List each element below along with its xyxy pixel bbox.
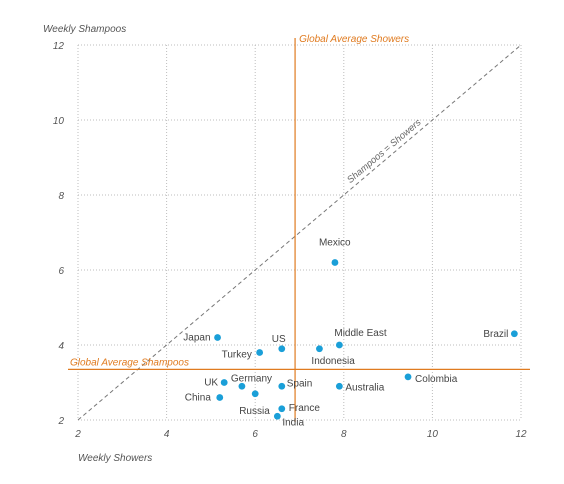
point-label: Turkey [222, 350, 252, 361]
point-label: Spain [287, 378, 313, 389]
x-tick-label: 6 [252, 429, 258, 440]
x-tick-label: 2 [74, 429, 81, 440]
point-label: Russia [239, 406, 270, 417]
point-label: Middle East [334, 328, 386, 339]
data-point-china [216, 394, 224, 401]
y-axis-title: Weekly Shampoos [43, 24, 126, 35]
data-point-us [278, 345, 286, 353]
data-point-turkey [256, 349, 264, 356]
point-label: Germany [231, 373, 272, 384]
x-tick-label: 8 [341, 429, 347, 440]
y-tick-label: 8 [58, 191, 64, 202]
y-tick-label: 6 [58, 266, 64, 277]
point-label: Brazil [483, 329, 508, 340]
point-label: Mexico [319, 238, 351, 249]
point-label: China [185, 393, 212, 404]
data-point-indonesia [316, 345, 323, 353]
data-point-japan [214, 334, 221, 341]
grid [77, 44, 522, 421]
point-label: Australia [345, 382, 384, 393]
point-label: US [272, 334, 286, 345]
data-point-colombia [404, 373, 412, 381]
data-point-australia [335, 382, 343, 390]
data-point-spain [278, 382, 286, 390]
global-average-showers-label: Global Average Showers [299, 34, 409, 45]
y-tick-label: 2 [57, 416, 64, 427]
data-point-france [278, 405, 286, 413]
data-point-middle-east [335, 341, 343, 349]
point-label: Japan [183, 333, 210, 344]
data-point-uk [220, 379, 228, 386]
data-point-russia [251, 390, 259, 398]
point-labels: Brazil Mexico Japan US Turkey Middle East Indo… [183, 238, 508, 429]
data-point-india [273, 412, 281, 420]
diagonal-reference-label: Shampoos = Showers [345, 117, 423, 186]
data-points [214, 259, 518, 420]
data-point-germany [238, 382, 246, 390]
tick-labels: 2 4 6 8 10 12 2 4 6 8 10 12 [53, 41, 527, 440]
point-label: France [289, 403, 321, 414]
diagonal-reference-line [77, 44, 522, 421]
x-tick-label: 12 [515, 429, 527, 440]
reference-lines: Shampoos = Showers Global Average Showers… [68, 34, 530, 422]
point-label: Indonesia [311, 356, 355, 367]
global-average-shampoos-label: Global Average Shampoos [70, 357, 189, 368]
y-tick-label: 12 [53, 41, 65, 52]
y-tick-label: 4 [58, 341, 64, 352]
y-tick-label: 10 [53, 116, 65, 127]
data-point-brazil [510, 330, 518, 338]
x-axis-title: Weekly Showers [78, 453, 152, 464]
point-label: UK [204, 378, 218, 389]
point-label: Colombia [415, 374, 458, 385]
point-label: India [282, 417, 304, 428]
data-point-mexico [331, 259, 339, 266]
x-tick-label: 4 [164, 429, 170, 440]
x-tick-label: 10 [427, 429, 439, 440]
